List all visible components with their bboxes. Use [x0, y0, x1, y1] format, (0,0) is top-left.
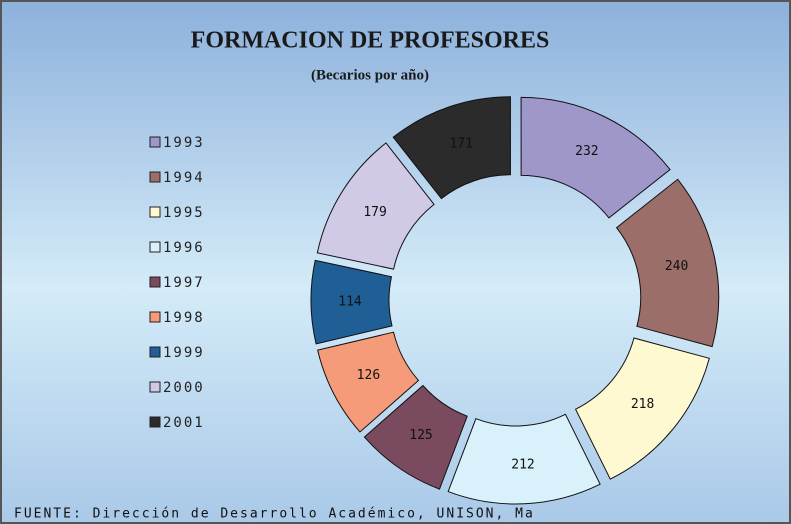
- donut-segment: [363, 384, 468, 490]
- legend-swatch: [149, 346, 161, 358]
- legend-label: 2000: [163, 380, 205, 396]
- legend-swatch: [149, 276, 161, 288]
- legend-swatch: [149, 206, 161, 218]
- legend-label: 2001: [163, 415, 205, 431]
- donut-segment: [316, 142, 435, 270]
- donut-segment: [317, 331, 420, 433]
- legend-swatch: [149, 241, 161, 253]
- donut-segment: [574, 337, 710, 480]
- data-label: 179: [363, 205, 386, 220]
- donut-segment: [310, 259, 393, 345]
- legend-swatch: [149, 136, 161, 148]
- legend-swatch: [149, 311, 161, 323]
- chart-subtitle: (Becarios por año): [311, 67, 429, 83]
- legend-swatch: [149, 171, 161, 183]
- data-label: 240: [665, 259, 688, 274]
- donut-segment: [520, 96, 671, 219]
- data-label: 232: [575, 144, 598, 159]
- donut-segment: [447, 413, 601, 505]
- legend-label: 1995: [163, 205, 205, 221]
- legend-swatch: [149, 416, 161, 428]
- legend-label: 1997: [163, 275, 205, 291]
- data-label: 212: [511, 457, 534, 472]
- data-label: 218: [631, 397, 654, 412]
- legend-swatch: [149, 381, 161, 393]
- legend-label: 1999: [163, 345, 205, 361]
- donut-segment: [615, 178, 720, 348]
- legend-label: 1994: [163, 170, 205, 186]
- legend-label: 1993: [163, 135, 205, 151]
- chart-title: FORMACION DE PROFESORES: [191, 28, 550, 54]
- footnote: FUENTE: Dirección de Desarrollo Académic…: [14, 507, 535, 522]
- donut-segment: [392, 96, 511, 200]
- data-label: 125: [409, 428, 432, 443]
- legend-label: 1998: [163, 310, 205, 326]
- data-label: 114: [338, 294, 362, 309]
- data-label: 126: [357, 368, 380, 383]
- legend-label: 1996: [163, 240, 205, 256]
- data-label: 171: [449, 137, 472, 152]
